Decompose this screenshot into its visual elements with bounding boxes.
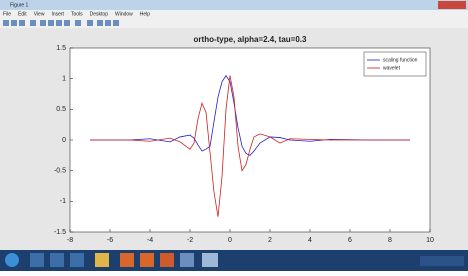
x-tick-label: -4 bbox=[147, 237, 153, 244]
tool-icon[interactable] bbox=[11, 20, 17, 26]
menu-item[interactable]: Tools bbox=[71, 11, 83, 17]
start-button[interactable] bbox=[5, 253, 19, 267]
tool-icon[interactable] bbox=[19, 20, 25, 26]
y-tick-label: 0 bbox=[62, 137, 66, 144]
tool-icon[interactable] bbox=[48, 20, 54, 26]
x-tick-label: -2 bbox=[187, 237, 193, 244]
menu-item[interactable]: Desktop bbox=[90, 11, 109, 17]
menu-item[interactable]: Edit bbox=[18, 11, 27, 17]
x-tick-label: 6 bbox=[348, 237, 352, 244]
y-tick-label: -1.5 bbox=[54, 229, 66, 236]
task-icon[interactable] bbox=[95, 253, 109, 267]
tool-icon[interactable] bbox=[64, 20, 70, 26]
window-controls[interactable] bbox=[438, 1, 466, 9]
menu-item[interactable]: File bbox=[3, 11, 11, 17]
chart-title: ortho-type, alpha=2.4, tau=0.3 bbox=[194, 35, 307, 44]
task-icon[interactable] bbox=[160, 253, 174, 267]
menu-item[interactable]: View bbox=[34, 11, 45, 17]
tool-icon[interactable] bbox=[87, 20, 93, 26]
x-tick-label: 0 bbox=[228, 237, 232, 244]
toolbar bbox=[0, 18, 468, 28]
task-icon[interactable] bbox=[140, 253, 154, 267]
menu-item[interactable]: Window bbox=[115, 11, 133, 17]
page: Figure 1 File Edit View Insert Tools Desktop W… bbox=[0, 0, 468, 276]
y-tick-label: -1 bbox=[60, 198, 66, 205]
menu-item[interactable]: Insert bbox=[51, 11, 64, 17]
y-tick-label: 0.5 bbox=[56, 106, 66, 113]
task-icon[interactable] bbox=[180, 253, 194, 267]
tool-icon[interactable] bbox=[105, 20, 111, 26]
tool-icon[interactable] bbox=[3, 20, 9, 26]
y-tick-label: 1 bbox=[62, 76, 66, 83]
title-bar bbox=[0, 0, 468, 10]
menu-item[interactable]: Help bbox=[140, 11, 151, 17]
menu: File Edit View Insert Tools Desktop Window Help bbox=[3, 11, 150, 17]
system-tray[interactable] bbox=[420, 256, 464, 266]
x-tick-label: 4 bbox=[308, 237, 312, 244]
tool-icon[interactable] bbox=[30, 20, 36, 26]
x-tick-label: -8 bbox=[67, 237, 73, 244]
task-icon[interactable] bbox=[30, 253, 44, 267]
task-icon[interactable] bbox=[202, 253, 218, 267]
tool-icon[interactable] bbox=[75, 20, 81, 26]
x-tick-label: -6 bbox=[107, 237, 113, 244]
legend-box bbox=[364, 52, 426, 76]
x-tick-label: 8 bbox=[388, 237, 392, 244]
x-tick-label: 10 bbox=[426, 237, 434, 244]
x-tick-label: 2 bbox=[268, 237, 272, 244]
toolbar-icons bbox=[3, 20, 119, 26]
y-tick-label: -0.5 bbox=[54, 168, 66, 175]
tool-icon[interactable] bbox=[56, 20, 62, 26]
task-icon[interactable] bbox=[120, 253, 134, 267]
task-icon[interactable] bbox=[50, 253, 64, 267]
legend-label: scaling function bbox=[383, 57, 418, 63]
tool-icon[interactable] bbox=[40, 20, 46, 26]
y-tick-label: 1.5 bbox=[56, 45, 66, 52]
screen: Figure 1 File Edit View Insert Tools Desktop W… bbox=[0, 0, 468, 271]
legend-label: wavelet bbox=[383, 65, 401, 71]
tool-icon[interactable] bbox=[97, 20, 103, 26]
window-title: Figure 1 bbox=[10, 2, 29, 8]
task-icon[interactable] bbox=[70, 253, 84, 267]
tool-icon[interactable] bbox=[113, 20, 119, 26]
